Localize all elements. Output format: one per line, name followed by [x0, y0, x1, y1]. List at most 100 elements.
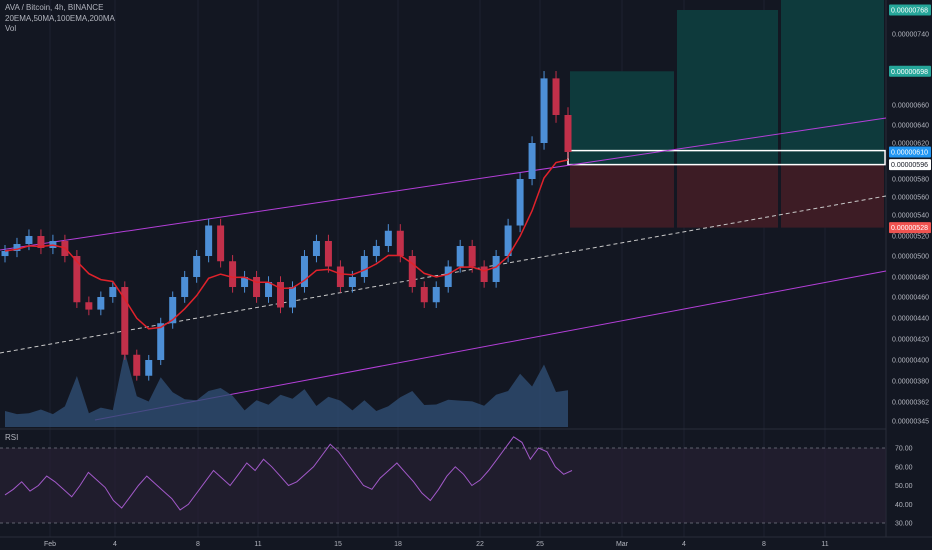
profit-zone[interactable] [570, 71, 674, 165]
candle-body [456, 246, 464, 267]
price-tick: 0.00000362 [892, 400, 929, 407]
svg-text:0.00000768: 0.00000768 [891, 8, 928, 15]
price-tick: 0.00000420 [892, 337, 929, 344]
rsi-tick: 30.00 [895, 521, 913, 528]
price-tick: 0.00000345 [892, 419, 929, 426]
price-tags: 0.00000768 0.00000698 0.00000610 0.00000596… [889, 4, 931, 234]
rsi-band [0, 448, 886, 523]
candle-body [121, 287, 129, 355]
svg-text:0.00000596: 0.00000596 [891, 162, 928, 169]
time-tick: Mar [616, 541, 629, 548]
candle-body [516, 179, 524, 226]
candle-body [25, 236, 33, 244]
price-tag-target2: 0.00000768 [889, 4, 931, 16]
ema-line [4, 159, 569, 330]
price-tick: 0.00000440 [892, 316, 929, 323]
profit-zone[interactable] [781, 0, 884, 165]
symbol-title[interactable]: AVA / Bitcoin, 4h, BINANCE [5, 3, 104, 12]
candle-body [193, 256, 201, 277]
candle-body [277, 282, 285, 308]
time-axis[interactable]: Feb 4 8 11 15 18 22 25 Mar 4 8 11 [44, 541, 829, 548]
time-tick: Feb [44, 541, 56, 548]
rsi-tick: 50.00 [895, 483, 913, 490]
candle-body [384, 230, 392, 246]
price-tag-current: 0.00000610 [889, 146, 931, 158]
candle-body [408, 256, 416, 287]
channel-midline[interactable] [0, 195, 887, 354]
indicator-list[interactable]: 20EMA,50MA,100EMA,200MA [5, 13, 115, 23]
price-tick: 0.00000400 [892, 358, 929, 365]
time-tick: 4 [113, 541, 117, 548]
price-tick: 0.00000560 [892, 195, 929, 202]
price-tick: 0.00000620 [892, 141, 929, 148]
price-axis[interactable]: 0.00000345 0.00000362 0.00000380 0.00000400… [892, 32, 929, 528]
candle-body [420, 287, 428, 303]
candle-body [37, 236, 45, 248]
candle-body [157, 323, 165, 360]
rsi-label[interactable]: RSI [5, 433, 19, 442]
price-tag-target1: 0.00000698 [889, 65, 931, 77]
candle-body [324, 241, 332, 267]
svg-text:0.00000610: 0.00000610 [891, 150, 928, 157]
price-tick: 0.00000660 [892, 103, 929, 110]
candle-body [229, 261, 237, 287]
rsi-panel [0, 436, 886, 524]
price-tick: 0.00000580 [892, 177, 929, 184]
candle-body [312, 241, 320, 256]
candle-body [492, 256, 500, 282]
loss-zone[interactable] [570, 164, 674, 228]
candle-body [396, 230, 404, 256]
candle-body [372, 246, 380, 256]
candle-body [348, 277, 356, 287]
rsi-tick: 40.00 [895, 502, 913, 509]
loss-zone[interactable] [677, 164, 778, 228]
price-tick: 0.00000480 [892, 275, 929, 282]
price-tick: 0.00000640 [892, 123, 929, 130]
candles [1, 71, 572, 381]
price-tick: 0.00000500 [892, 254, 929, 261]
candle-body [564, 115, 572, 152]
candle-body [205, 225, 213, 256]
price-tick: 0.00000540 [892, 213, 929, 220]
candle-body [109, 287, 117, 297]
trade-zones[interactable] [567, 0, 886, 228]
time-tick: 25 [536, 541, 544, 548]
candle-body [300, 256, 308, 287]
time-tick: 8 [762, 541, 766, 548]
price-tick: 0.00000380 [892, 379, 929, 386]
candle-body [85, 302, 93, 310]
price-tick: 0.00000520 [892, 234, 929, 241]
price-tag-stop: 0.00000528 [889, 222, 931, 234]
volume-fill [5, 351, 568, 427]
loss-zone[interactable] [781, 164, 884, 228]
candle-body [288, 287, 296, 308]
time-tick: 4 [682, 541, 686, 548]
candle-body [181, 277, 189, 297]
price-tick: 0.00000460 [892, 295, 929, 302]
candle-body [528, 143, 536, 179]
volume-label[interactable]: Vol [5, 24, 17, 33]
candle-body [540, 78, 548, 143]
candle-body [133, 354, 141, 376]
volume-area [5, 351, 568, 427]
candle-body [468, 246, 476, 267]
candle-body [432, 287, 440, 303]
channel-upper[interactable] [0, 117, 887, 251]
rsi-line [4, 436, 573, 511]
candle-body [145, 360, 153, 376]
candle-body [336, 266, 344, 287]
candle-body [241, 277, 249, 287]
svg-text:0.00000698: 0.00000698 [891, 69, 928, 76]
time-tick: 18 [394, 541, 402, 548]
candle-body [552, 78, 560, 115]
time-tick: 22 [476, 541, 484, 548]
candle-body [444, 266, 452, 287]
candle-body [73, 256, 81, 303]
profit-zone[interactable] [677, 10, 778, 165]
chart-legend: AVA / Bitcoin, 4h, BINANCE 20EMA,50MA,10… [5, 3, 115, 35]
rsi-tick: 70.00 [895, 446, 913, 453]
candle-body [1, 251, 9, 257]
candle-body [504, 225, 512, 256]
rsi-tick: 60.00 [895, 464, 913, 471]
